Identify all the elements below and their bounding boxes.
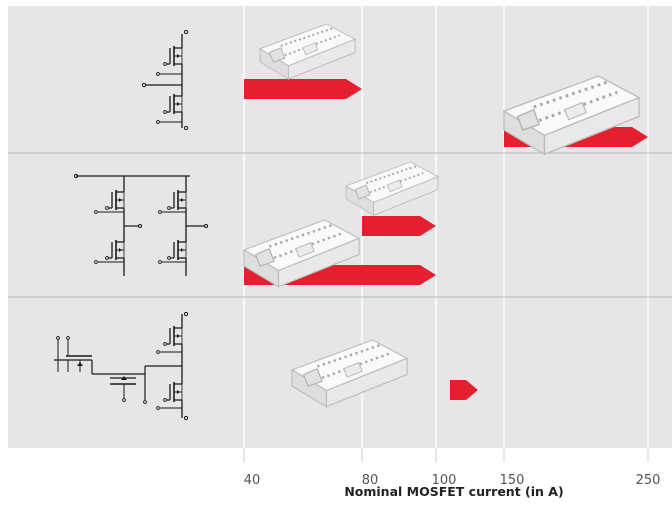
x-tick-label-80: 80	[362, 473, 379, 488]
bar-row1-1	[244, 79, 362, 99]
x-tick-label-250: 250	[636, 473, 661, 488]
bar-row2-1	[362, 216, 436, 236]
bar-arrow	[362, 216, 436, 236]
x-tick-label-150: 150	[500, 473, 525, 488]
row-dividers	[8, 152, 672, 298]
boost-chopper-schematic-icon	[54, 311, 189, 421]
x-tick-label-40: 40	[244, 473, 261, 488]
bar-arrow	[244, 79, 362, 99]
six-pack-schematic-icon	[73, 173, 208, 276]
x-tick-label-100: 100	[432, 473, 457, 488]
x-axis-label: Nominal MOSFET current (in A)	[344, 484, 563, 499]
bar-layer	[242, 22, 648, 408]
bar-arrow	[450, 380, 478, 400]
half-bridge-schematic-icon	[141, 29, 189, 131]
bar-row3-1	[450, 380, 478, 400]
x-tick-labels: 40 80 100 150 250	[244, 473, 661, 488]
